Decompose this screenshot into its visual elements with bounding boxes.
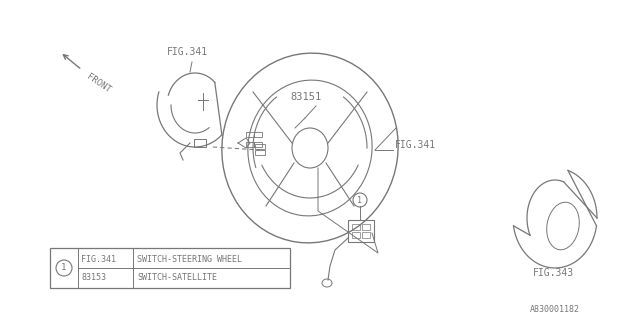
Bar xyxy=(246,142,254,147)
Bar xyxy=(255,150,265,155)
Text: A830001182: A830001182 xyxy=(530,305,580,314)
Text: 1: 1 xyxy=(61,263,67,273)
Bar xyxy=(194,139,206,147)
Text: FIG.341: FIG.341 xyxy=(81,254,116,263)
Text: FIG.341: FIG.341 xyxy=(167,47,208,57)
Bar xyxy=(254,142,262,147)
Text: 1: 1 xyxy=(358,196,362,204)
Text: FIG.341: FIG.341 xyxy=(395,140,436,150)
Bar xyxy=(50,248,290,288)
Text: FIG.343: FIG.343 xyxy=(533,268,574,278)
Bar xyxy=(255,144,265,149)
Bar xyxy=(352,224,360,230)
Bar xyxy=(362,224,370,230)
Text: 83153: 83153 xyxy=(81,274,106,283)
Text: SWITCH-SATELLITE: SWITCH-SATELLITE xyxy=(137,274,217,283)
Bar xyxy=(352,232,360,238)
Text: 83151: 83151 xyxy=(290,92,321,102)
Bar xyxy=(362,232,370,238)
Bar xyxy=(246,132,254,137)
Text: FRONT: FRONT xyxy=(85,72,112,94)
Text: SWITCH-STEERING WHEEL: SWITCH-STEERING WHEEL xyxy=(137,254,242,263)
Bar xyxy=(348,220,374,242)
Bar xyxy=(254,132,262,137)
